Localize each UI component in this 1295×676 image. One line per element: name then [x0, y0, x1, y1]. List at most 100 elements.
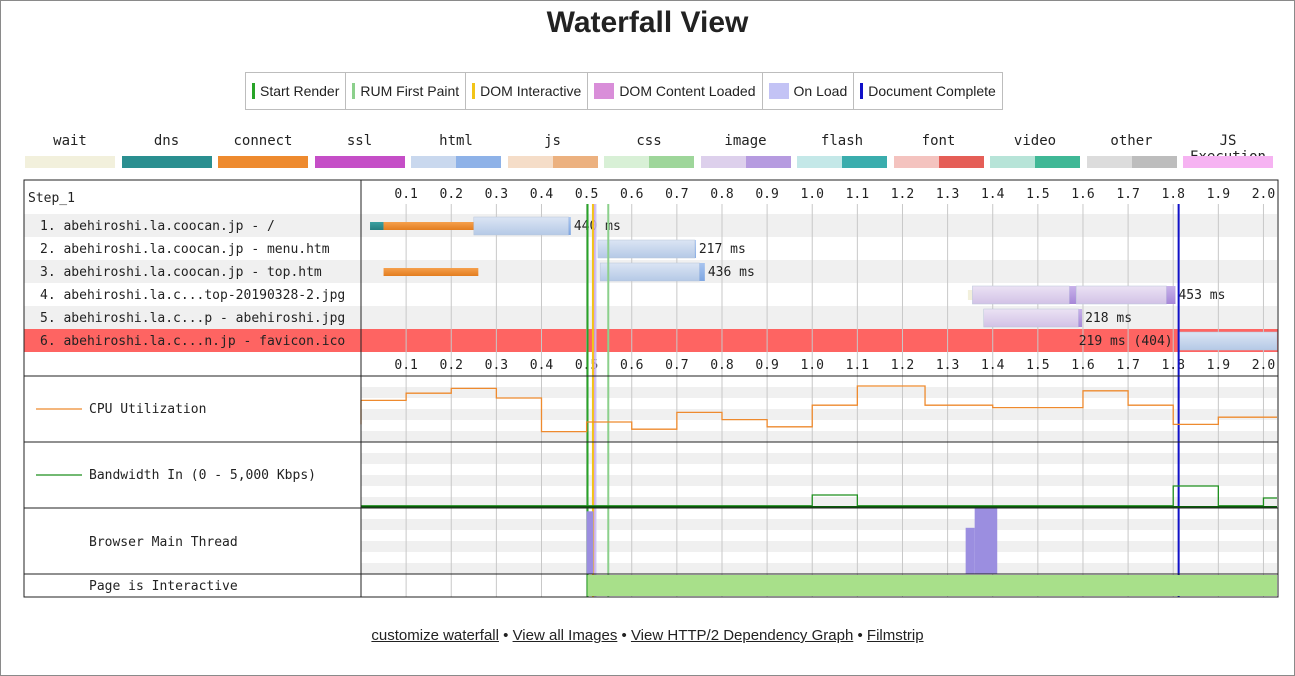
graph-stripe: [361, 497, 1277, 508]
tick-label-top: 1.9: [1207, 187, 1230, 202]
request-bar-html-wait: [1178, 331, 1278, 351]
marker-dom-content-loaded: [593, 204, 596, 597]
request-label: 4. abehiroshi.la.c...top-20190328-2.jpg: [40, 288, 345, 303]
graph-stripe: [361, 387, 1277, 398]
type-label-connect: connect: [233, 133, 293, 149]
tick-label-bottom: 1.6: [1071, 358, 1094, 373]
type-swatch: [166, 156, 212, 168]
type-swatch: [1228, 156, 1273, 168]
type-swatch: [121, 156, 167, 168]
request-bar-html-recv: [699, 263, 705, 281]
filmstrip-link[interactable]: Filmstrip: [866, 627, 924, 644]
request-label: 6. abehiroshi.la.c...n.jp - favicon.ico: [40, 334, 345, 349]
request-bar-connect: [383, 268, 479, 276]
request-time: 219 ms (404): [1079, 334, 1173, 349]
legend-rum-first-paint: RUM First Paint: [346, 73, 467, 109]
tick-label-top: 1.2: [891, 187, 914, 202]
request-bar-image-recv: [1166, 286, 1176, 304]
request-bar-html-wait: [473, 216, 569, 236]
dependency-graph-link[interactable]: View HTTP/2 Dependency Graph: [630, 627, 854, 644]
marker-legend: Start Render RUM First Paint DOM Interacti…: [245, 72, 1003, 110]
main-thread-activity: [586, 511, 594, 574]
type-label-dns: dns: [153, 133, 180, 149]
graph-stripe: [361, 409, 1277, 420]
tick-label-top: 1.1: [846, 187, 869, 202]
tick-label-bottom: 1.5: [1026, 358, 1049, 373]
tick-label-bottom: 0.1: [394, 358, 417, 373]
request-time: 436 ms: [708, 265, 755, 280]
legend-label: On Load: [793, 83, 848, 99]
tick-label-top: 1.0: [800, 187, 823, 202]
type-swatch: [314, 156, 360, 168]
request-bar-image-recv: [1078, 309, 1083, 327]
bandwidth-line: [361, 485, 1277, 507]
footer-separator: •: [857, 627, 863, 644]
type-swatch: [893, 156, 939, 168]
type-swatch: [1183, 156, 1228, 168]
request-label: 5. abehiroshi.la.c...p - abehiroshi.jpg: [40, 311, 345, 326]
graph-stripe: [361, 431, 1277, 442]
type-swatch: [745, 156, 791, 168]
type-swatch: [70, 156, 115, 168]
legend-start-render: Start Render: [246, 73, 347, 109]
tick-label-top: 0.8: [710, 187, 733, 202]
tick-label-top: 0.9: [755, 187, 778, 202]
tick-label-top: 1.3: [936, 187, 959, 202]
request-bar-html-wait: [597, 239, 696, 259]
step-label: Step_1: [28, 191, 75, 206]
type-swatch: [359, 156, 405, 168]
legend-swatch: [352, 83, 356, 99]
request-time: 217 ms: [699, 242, 746, 257]
page-interactive-label: Page is Interactive: [89, 579, 238, 594]
graph-stripe: [361, 519, 1277, 530]
main-thread-activity: [974, 508, 998, 574]
request-bar-html-wait: [599, 262, 700, 282]
request-bar-wait: [967, 290, 973, 300]
row-stripe: [24, 214, 1277, 237]
legend-label: DOM Content Loaded: [619, 83, 756, 99]
tick-label-bottom: 1.3: [936, 358, 959, 373]
tick-label-top: 0.7: [665, 187, 688, 202]
request-label: 2. abehiroshi.la.coocan.jp - menu.htm: [40, 242, 330, 257]
legend-dom-interactive: DOM Interactive: [466, 73, 589, 109]
tick-label-top: 1.6: [1071, 187, 1094, 202]
tick-label-bottom: 1.8: [1161, 358, 1184, 373]
cpu-utilization-label: CPU Utilization: [89, 402, 206, 417]
tick-label-bottom: 1.2: [891, 358, 914, 373]
type-label-ssl: ssl: [346, 133, 373, 149]
customize-waterfall-link[interactable]: customize waterfall: [371, 627, 499, 644]
legend-on-load: On Load: [763, 73, 855, 109]
request-label: 3. abehiroshi.la.coocan.jp - top.htm: [40, 265, 322, 280]
tick-label-bottom: 2.0: [1252, 358, 1275, 373]
type-swatch: [25, 156, 70, 168]
tick-label-bottom: 0.8: [710, 358, 733, 373]
type-swatch: [411, 156, 456, 168]
request-bar-html-recv: [694, 240, 696, 258]
view-all-images-link[interactable]: View all Images: [512, 627, 618, 644]
legend-document-complete: Document Complete: [854, 73, 1002, 109]
page-title: Waterfall View: [546, 6, 749, 39]
request-time: 218 ms: [1085, 311, 1132, 326]
type-swatch: [1035, 156, 1080, 168]
type-swatch: [507, 156, 553, 168]
graph-stripe: [361, 563, 1277, 574]
tick-label-top: 0.6: [620, 187, 643, 202]
tick-label-bottom: 0.9: [755, 358, 778, 373]
legend-swatch: [472, 83, 476, 99]
type-swatch: [1086, 156, 1132, 168]
chart-border: [23, 179, 1279, 598]
tick-label-top: 1.4: [981, 187, 1005, 202]
type-swatch: [938, 156, 984, 168]
tick-label-bottom: 0.7: [665, 358, 688, 373]
request-bar-dns: [370, 222, 384, 230]
tick-label-bottom: 0.2: [440, 358, 463, 373]
page-interactive-bar: [587, 575, 1277, 596]
tick-label-top: 2.0: [1252, 187, 1275, 202]
tick-label-top: 0.1: [394, 187, 417, 202]
tick-label-bottom: 1.1: [846, 358, 869, 373]
legend-label: Start Render: [260, 83, 340, 99]
type-swatch: [263, 156, 308, 168]
tick-label-top: 0.4: [530, 187, 554, 202]
type-label-wait: wait: [53, 133, 87, 149]
